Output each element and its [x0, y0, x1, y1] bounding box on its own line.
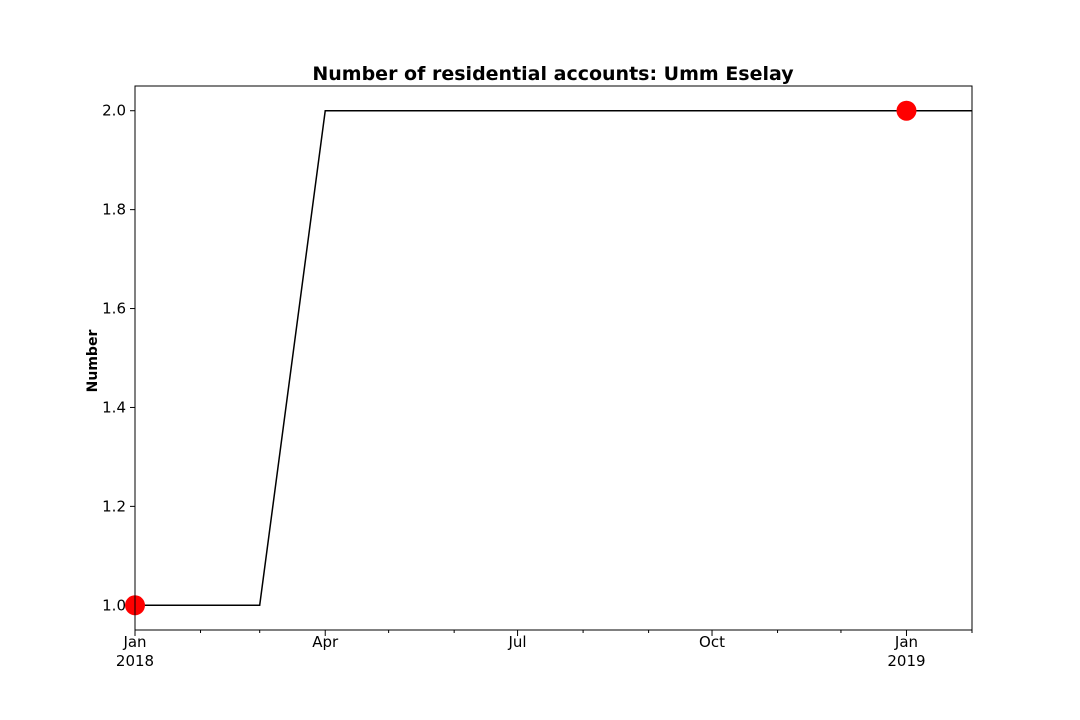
x-tick-label: Jan — [122, 633, 146, 651]
y-tick-label: 1.0 — [102, 596, 126, 614]
y-tick-label: 1.6 — [102, 300, 126, 318]
chart-title: Number of residential accounts: Umm Esel… — [312, 63, 794, 85]
x-tick-label: Oct — [699, 633, 725, 651]
series-layer — [135, 109, 972, 607]
data-point-marker — [896, 100, 917, 121]
x-tick-label: Apr — [312, 633, 339, 651]
markers-layer — [125, 100, 917, 616]
y-tick-label: 1.4 — [102, 398, 126, 416]
x-tick-year-label: 2019 — [887, 652, 925, 670]
x-tick-label: Jul — [508, 633, 527, 651]
y-tick-label: 2.0 — [102, 102, 126, 120]
y-tick-label: 1.2 — [102, 497, 126, 515]
x-tick-year-label: 2018 — [116, 652, 154, 670]
y-tick-label: 1.8 — [102, 201, 126, 219]
x-tick-label: Jan — [894, 633, 918, 651]
plot-frame — [134, 85, 973, 631]
series-line — [135, 109, 972, 607]
y-axis-label: Number — [85, 330, 101, 393]
